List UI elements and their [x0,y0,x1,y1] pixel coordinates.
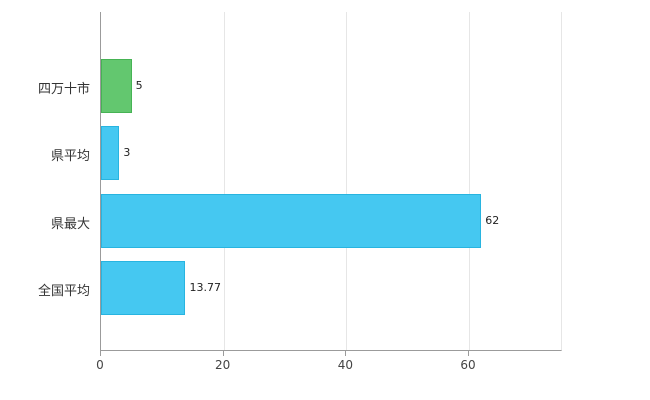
bar-value-label-1: 3 [123,146,131,160]
bar-0[interactable] [101,58,132,113]
y-axis-category-labels: 四万十市県平均県最大全国平均 [0,12,95,350]
bar-value-label-0: 5 [135,78,143,92]
category-label-1: 県平均 [50,149,90,165]
x-tick-mark-0 [100,351,101,356]
bar-value-label-3: 13.77 [189,281,221,295]
x-tick-label-40: 40 [337,358,353,372]
x-tick-mark-20 [222,351,224,356]
plot-area: 5 3 62 13.77 [100,12,562,351]
x-tick-label-60: 60 [460,358,476,372]
gridline-x-20 [223,12,225,350]
category-label-2: 県最大 [50,216,90,232]
x-tick-label-0: 0 [96,358,104,372]
x-tick-label-20: 20 [215,358,231,372]
bar-value-label-2: 62 [485,213,500,227]
bar-3[interactable] [101,261,186,316]
category-label-3: 全国平均 [37,284,90,300]
gridline-x-40 [346,12,348,350]
x-tick-mark-60 [468,351,469,356]
x-axis: 0 20 40 60 [96,350,560,380]
category-label-0: 四万十市 [37,81,90,97]
x-tick-mark-40 [345,351,347,356]
bar-1[interactable] [101,126,120,181]
gridline-x-60 [469,12,470,350]
bar-2[interactable] [101,193,482,248]
